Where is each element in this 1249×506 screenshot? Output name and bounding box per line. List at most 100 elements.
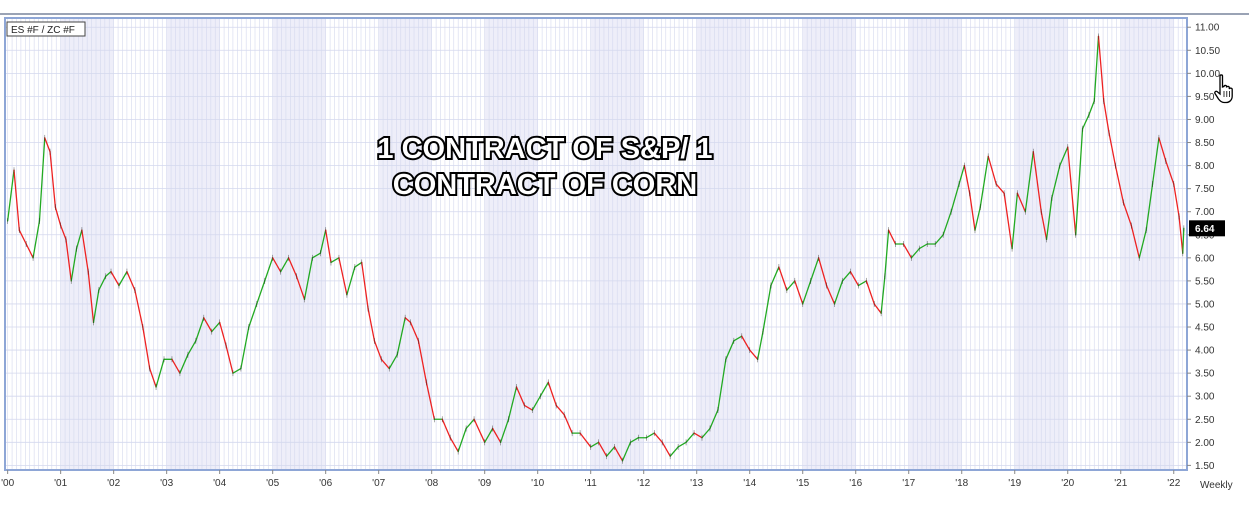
series-segment <box>1059 146 1069 167</box>
series-segment <box>873 303 882 314</box>
series-segment <box>693 432 703 439</box>
x-tick-label: '15 <box>796 478 809 489</box>
annotation-line-1: 1 CONTRACT OF S&P/ 1 <box>377 133 712 165</box>
last-price-tag: 6.64 <box>1189 220 1225 237</box>
series-segment <box>92 289 100 324</box>
series-segment <box>531 395 541 411</box>
series-segment <box>563 414 573 434</box>
y-tick-label: 2.50 <box>1195 415 1215 426</box>
series-segment <box>1032 151 1042 213</box>
series-segment <box>942 211 952 236</box>
series-segment <box>1097 35 1105 102</box>
x-tick-label: '12 <box>637 478 650 489</box>
series-segment <box>380 358 390 370</box>
series-segment <box>1088 100 1095 116</box>
series-segment <box>75 229 83 250</box>
series-segment <box>1103 100 1110 134</box>
series-segment <box>1165 160 1175 185</box>
x-tick-label: '14 <box>743 478 756 489</box>
series-segment <box>1003 192 1013 250</box>
series-segment <box>484 427 494 443</box>
y-tick-label: 4.50 <box>1195 323 1215 334</box>
series-segment <box>7 169 15 222</box>
series-segment <box>404 317 412 324</box>
series-segment <box>118 271 128 287</box>
series-segment <box>1011 192 1019 250</box>
series-segment <box>770 266 780 287</box>
y-tick-label: 5.00 <box>1195 299 1215 310</box>
series-segment <box>757 330 764 360</box>
series-segment <box>425 381 435 420</box>
plot-frame <box>4 17 1188 471</box>
series-segment <box>887 229 897 245</box>
series-segment <box>865 280 875 305</box>
series-segment <box>629 437 640 443</box>
interval-label[interactable]: Weekly <box>1200 480 1233 491</box>
y-tick-label: 8.50 <box>1195 138 1215 149</box>
x-tick-label: '09 <box>478 478 491 489</box>
series-segment <box>741 335 751 351</box>
series-segment <box>1067 146 1077 236</box>
series-segment <box>958 164 966 185</box>
series-segment <box>645 432 655 439</box>
series-segment <box>171 358 181 374</box>
x-tick-label: '19 <box>1008 478 1021 489</box>
series-segment <box>105 271 112 277</box>
series-segment <box>995 183 1005 194</box>
series-segment <box>256 280 266 305</box>
series-segment <box>677 441 687 448</box>
series-segment <box>849 271 860 287</box>
series-segment <box>802 280 812 305</box>
y-tick-label: 6.00 <box>1195 253 1215 264</box>
x-tick-label: '02 <box>107 478 120 489</box>
series-segment <box>1040 211 1048 241</box>
series-segment <box>70 247 78 282</box>
series-segment <box>590 441 600 448</box>
series-segment <box>203 317 213 333</box>
series-segment <box>910 247 920 259</box>
series-segment <box>499 418 510 443</box>
y-tick-label: 9.50 <box>1195 92 1215 103</box>
hand-cursor-icon <box>1214 74 1233 104</box>
series-segment <box>709 409 719 430</box>
series-segment <box>778 266 788 291</box>
series-segment <box>65 238 72 282</box>
series-segment <box>361 261 369 310</box>
series-segment <box>979 155 989 208</box>
price-series <box>7 33 1185 464</box>
x-tick-label: '05 <box>266 478 279 489</box>
y-tick-label: 7.00 <box>1195 207 1215 218</box>
x-tick-label: '11 <box>585 478 598 489</box>
series-segment <box>1016 192 1026 213</box>
series-segment <box>1173 183 1180 217</box>
series-segment <box>918 243 928 250</box>
x-tick-label: '16 <box>849 478 862 489</box>
x-tick-label: '06 <box>319 478 332 489</box>
series-segment <box>974 206 981 231</box>
series-segment <box>1108 132 1117 167</box>
series-segment <box>354 261 363 268</box>
horizontal-gridlines <box>5 26 1187 466</box>
series-segment <box>441 418 451 439</box>
series-segment <box>653 432 663 443</box>
series-segment <box>248 303 258 328</box>
series-segment <box>902 243 913 259</box>
series-segment <box>388 354 398 370</box>
series-segment <box>1145 183 1154 231</box>
series-segment <box>598 441 608 457</box>
series-segment <box>685 432 695 443</box>
series-segment <box>457 427 467 453</box>
series-segment <box>669 446 679 457</box>
series-segment <box>211 321 221 333</box>
series-segment <box>195 317 205 342</box>
series-segment <box>81 229 89 273</box>
x-tick-label: '18 <box>955 478 968 489</box>
series-segment <box>240 326 250 370</box>
x-tick-label: '10 <box>531 478 544 489</box>
symbol-label-box[interactable]: ES #F / ZC #F <box>6 21 86 37</box>
series-segment <box>1122 201 1132 227</box>
x-tick-label: '00 <box>1 478 14 489</box>
series-segment <box>717 358 727 411</box>
series-segment <box>833 280 844 305</box>
